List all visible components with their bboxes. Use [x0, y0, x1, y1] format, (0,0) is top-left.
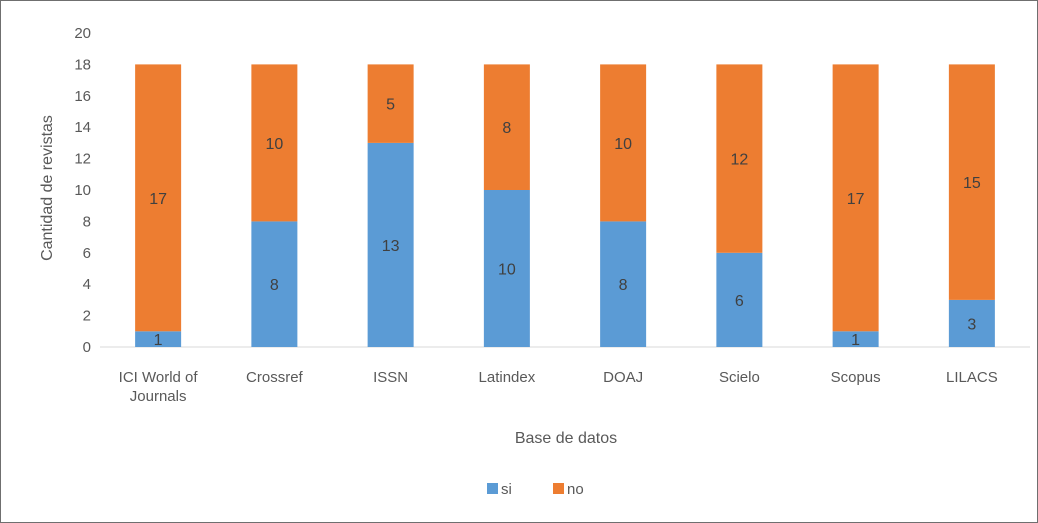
y-tick-label: 10 — [74, 182, 91, 199]
data-label-si: 8 — [619, 277, 628, 294]
y-tick-label: 2 — [83, 308, 91, 325]
data-label-no: 10 — [614, 136, 632, 153]
x-tick-label: Crossref — [246, 369, 304, 386]
y-tick-label: 16 — [74, 88, 91, 105]
data-label-no: 10 — [265, 136, 283, 153]
bar-si — [483, 190, 530, 347]
data-label-si: 13 — [382, 238, 400, 255]
y-tick-label: 6 — [83, 245, 91, 262]
data-label-no: 12 — [730, 152, 748, 169]
y-tick-label: 0 — [83, 339, 91, 356]
x-axis-ticks: ICI World of Journals Crossref ISSN Latindex… — [119, 369, 998, 405]
x-tick-label: ICI World of — [119, 369, 199, 386]
x-tick-label: Latindex — [479, 369, 536, 386]
bar-no — [251, 64, 298, 222]
x-tick-label: LILACS — [946, 369, 998, 386]
bar-no — [948, 64, 995, 300]
data-label-si: 1 — [851, 332, 860, 349]
y-axis-title: Cantidad de revistas — [39, 115, 56, 261]
data-label-si: 3 — [967, 316, 976, 333]
bar-no — [832, 64, 879, 332]
data-label-no: 17 — [149, 191, 167, 208]
bar-si — [832, 331, 879, 347]
y-tick-label: 14 — [74, 119, 91, 136]
bar-si — [948, 299, 995, 347]
bar-no — [600, 64, 647, 222]
legend-label-no: no — [567, 481, 584, 498]
bar-no — [367, 64, 414, 143]
x-tick-label: Scopus — [831, 369, 881, 386]
bar-si — [600, 221, 647, 347]
x-tick-label: Journals — [130, 388, 187, 405]
x-tick-label: ISSN — [373, 369, 408, 386]
legend-swatch-no — [553, 483, 564, 494]
y-tick-label: 12 — [74, 151, 91, 168]
bars: 1 17 8 10 13 5 10 8 8 10 6 12 1 17 3 15 — [135, 64, 995, 349]
y-axis-ticks: 0 2 4 6 8 10 12 14 16 18 20 — [74, 25, 91, 356]
data-label-no: 8 — [502, 120, 511, 137]
bar-no — [483, 64, 530, 190]
y-tick-label: 18 — [74, 56, 91, 73]
bar-si — [716, 252, 763, 347]
legend-swatch-si — [487, 483, 498, 494]
x-axis-title: Base de datos — [515, 430, 617, 447]
bar-no — [135, 64, 182, 332]
data-label-si: 1 — [154, 332, 163, 349]
legend: si no — [487, 481, 584, 498]
bar-no — [716, 64, 763, 253]
bar-si — [251, 221, 298, 347]
bar-si — [367, 142, 414, 347]
data-label-no: 15 — [963, 175, 981, 192]
y-tick-label: 8 — [83, 213, 91, 230]
legend-label-si: si — [501, 481, 512, 498]
data-label-si: 6 — [735, 293, 744, 310]
data-label-no: 5 — [386, 97, 395, 114]
data-label-si: 8 — [270, 277, 279, 294]
y-tick-label: 4 — [83, 276, 91, 293]
bar-si — [135, 331, 182, 347]
data-label-no: 17 — [847, 191, 865, 208]
x-tick-label: Scielo — [719, 369, 760, 386]
data-label-si: 10 — [498, 262, 516, 279]
y-tick-label: 20 — [74, 25, 91, 42]
x-tick-label: DOAJ — [603, 369, 643, 386]
